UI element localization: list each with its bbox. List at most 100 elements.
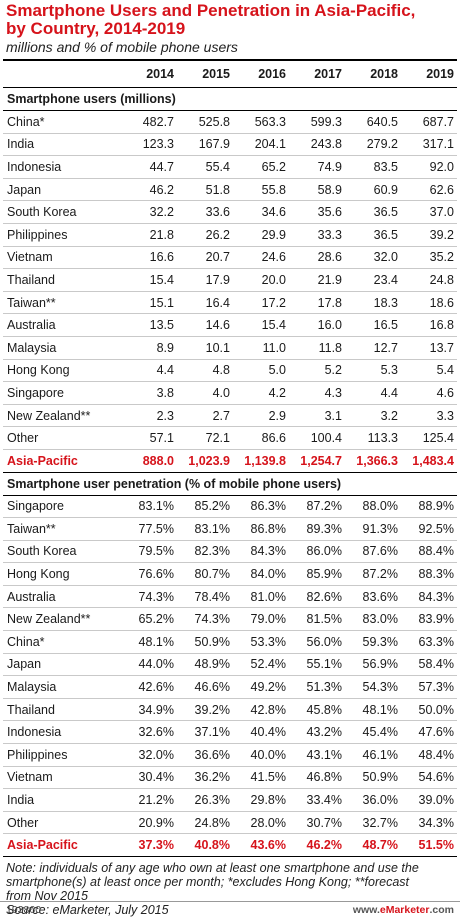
table-cell: 317.1 [401, 133, 457, 157]
total-cell: 1,483.4 [401, 449, 457, 473]
table-row: Philippines 21.8 26.2 29.9 33.3 36.5 39.2 [3, 223, 457, 247]
table-cell: 47.6% [401, 720, 457, 745]
table-cell: 83.1% [177, 517, 233, 541]
table-cell: 63.3% [401, 630, 457, 654]
row-label: Australia [3, 313, 121, 337]
table-cell: 40.4% [233, 720, 289, 745]
table-row: South Korea 32.2 33.6 34.6 35.6 36.5 37.0 [3, 200, 457, 224]
table-cell: 33.3 [289, 223, 345, 247]
table-cell: 55.1% [289, 653, 345, 677]
table-cell: 86.0% [289, 540, 345, 564]
table-cell: 30.7% [289, 811, 345, 835]
table-row: Taiwan** 15.1 16.4 17.2 17.8 18.3 18.6 [3, 291, 457, 315]
table-cell: 32.0% [121, 743, 177, 767]
table-cell: 11.0 [233, 336, 289, 360]
table-cell: 43.1% [289, 743, 345, 767]
table-cell: 88.0% [345, 495, 401, 519]
table-cell: 56.9% [345, 653, 401, 677]
total-label: Asia-Pacific [3, 833, 121, 857]
table-cell: 80.7% [177, 562, 233, 586]
table-cell: 8.9 [121, 336, 177, 360]
table-cell: 77.5% [121, 517, 177, 541]
table-cell: 2.7 [177, 404, 233, 428]
table-cell: 45.8% [289, 698, 345, 722]
table-cell: 14.6 [177, 313, 233, 337]
table-cell: 81.0% [233, 585, 289, 609]
total-label: Asia-Pacific [3, 449, 121, 473]
table-cell: 36.5 [345, 200, 401, 224]
table-cell: 48.4% [401, 743, 457, 767]
table-row: Japan 46.2 51.8 55.8 58.9 60.9 62.6 [3, 178, 457, 202]
table-cell: 11.8 [289, 336, 345, 360]
table-row: Other 20.9% 24.8% 28.0% 30.7% 32.7% 34.3% [3, 811, 457, 835]
table-cell: 16.6 [121, 246, 177, 270]
table-row: Indonesia 44.7 55.4 65.2 74.9 83.5 92.0 [3, 155, 457, 179]
section-heading: Smartphone user penetration (% of mobile… [3, 472, 457, 496]
table-row: China* 482.7 525.8 563.3 599.3 640.5 687.7 [3, 110, 457, 134]
table-cell: 91.3% [345, 517, 401, 541]
table-cell: 39.2% [177, 698, 233, 722]
table-row: Malaysia 8.9 10.1 11.0 11.8 12.7 13.7 [3, 336, 457, 360]
table-cell: 85.2% [177, 495, 233, 519]
note-line-1: Note: individuals of any age who own at … [6, 861, 419, 875]
row-label: Taiwan** [3, 517, 121, 541]
table-cell: 5.3 [345, 359, 401, 383]
table-cell: 26.2 [177, 223, 233, 247]
title-line-2: by Country, 2014-2019 [6, 19, 186, 38]
column-header: 2014 [121, 59, 177, 88]
table-cell: 57.3% [401, 675, 457, 699]
table-cell: 74.9 [289, 155, 345, 179]
table-cell: 36.6% [177, 743, 233, 767]
row-label: Singapore [3, 495, 121, 519]
table-cell: 44.7 [121, 155, 177, 179]
table-cell: 37.1% [177, 720, 233, 745]
footnote: Note: individuals of any age who own at … [0, 857, 460, 917]
table-cell: 60.9 [345, 178, 401, 202]
column-header [3, 59, 121, 88]
table-cell: 3.8 [121, 381, 177, 405]
total-cell: 1,139.8 [233, 449, 289, 473]
table-cell: 525.8 [177, 110, 233, 134]
table-cell: 46.2 [121, 178, 177, 202]
table-cell: 125.4 [401, 426, 457, 450]
data-table: 2014 2015 2016 2017 2018 2019 Smartphone… [3, 59, 457, 857]
table-cell: 59.3% [345, 630, 401, 654]
table-cell: 32.6% [121, 720, 177, 745]
table-cell: 46.6% [177, 675, 233, 699]
table-cell: 46.8% [289, 766, 345, 790]
table-row: China* 48.1% 50.9% 53.3% 56.0% 59.3% 63.3% [3, 630, 457, 654]
table-cell: 81.5% [289, 607, 345, 632]
table-cell: 5.4 [401, 359, 457, 383]
total-cell: 48.7% [345, 833, 401, 857]
table-cell: 50.9% [345, 766, 401, 790]
table-cell: 32.2 [121, 200, 177, 224]
row-label: Japan [3, 653, 121, 677]
table-cell: 18.6 [401, 291, 457, 315]
table-cell: 54.6% [401, 766, 457, 790]
row-label: Malaysia [3, 336, 121, 360]
table-cell: 28.0% [233, 811, 289, 835]
table-cell: 88.3% [401, 562, 457, 586]
table-cell: 4.8 [177, 359, 233, 383]
total-row: Asia-Pacific 37.3% 40.8% 43.6% 46.2% 48.7% 51.… [3, 833, 457, 857]
table-cell: 15.1 [121, 291, 177, 315]
table-cell: 36.0% [345, 788, 401, 812]
table-cell: 87.2% [289, 495, 345, 519]
row-label: Vietnam [3, 766, 121, 790]
table-cell: 599.3 [289, 110, 345, 134]
total-cell: 888.0 [121, 449, 177, 473]
table-cell: 86.6 [233, 426, 289, 450]
row-label: Hong Kong [3, 562, 121, 586]
brand-name: eMarketer [379, 903, 430, 916]
table-cell: 35.2 [401, 246, 457, 270]
table-cell: 21.2% [121, 788, 177, 812]
table-row: Singapore 83.1% 85.2% 86.3% 87.2% 88.0% 88.9% [3, 495, 457, 519]
table-row: Philippines 32.0% 36.6% 40.0% 43.1% 46.1% 48.4… [3, 743, 457, 767]
row-label: China* [3, 630, 121, 654]
total-cell: 1,023.9 [177, 449, 233, 473]
row-label: South Korea [3, 200, 121, 224]
table-row: Hong Kong 76.6% 80.7% 84.0% 85.9% 87.2% 88.3% [3, 562, 457, 586]
table-cell: 45.4% [345, 720, 401, 745]
table-cell: 83.0% [345, 607, 401, 632]
table-cell: 4.6 [401, 381, 457, 405]
